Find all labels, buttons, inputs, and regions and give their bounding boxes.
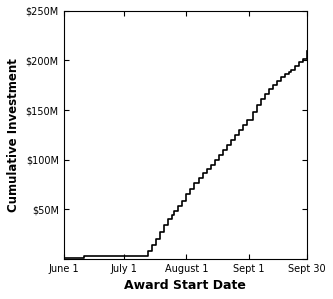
Y-axis label: Cumulative Investment: Cumulative Investment <box>7 58 20 212</box>
X-axis label: Award Start Date: Award Start Date <box>125 279 246 292</box>
